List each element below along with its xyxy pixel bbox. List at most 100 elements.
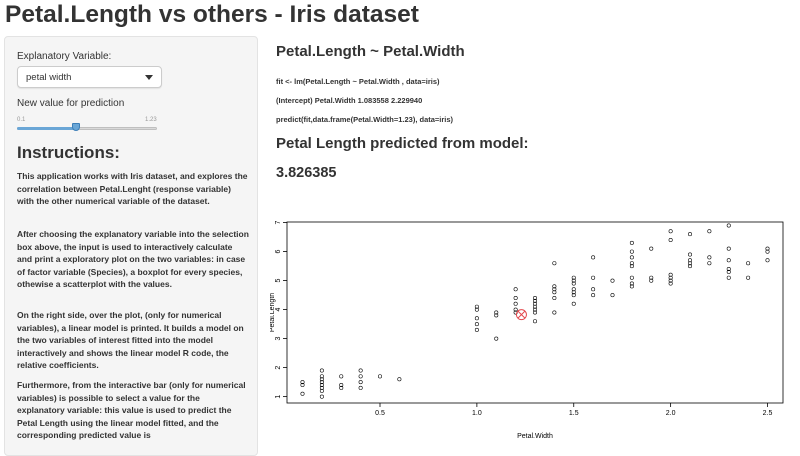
data-point [765,249,770,254]
prediction-slider-fill [17,127,77,130]
data-point [629,281,634,286]
data-point [552,284,557,289]
data-point [494,313,499,318]
instructions-paragraph-4: Furthermore, from the interactive bar (o… [17,380,246,440]
data-point [629,275,634,280]
data-point [571,287,576,292]
data-point [571,293,576,298]
instructions-paragraph-1: This application works with Iris dataset… [17,171,248,206]
data-point [571,281,576,286]
data-point [300,383,305,388]
data-point [746,261,751,266]
data-point [319,380,324,385]
data-point [339,383,344,388]
data-point [378,374,383,379]
data-point [532,304,537,309]
data-point [687,258,692,263]
data-point [726,246,731,251]
model-heading: Petal.Length ~ Petal.Width [276,43,465,60]
x-tick-label: 0.5 [375,410,385,417]
data-point [746,275,751,280]
data-point [474,327,479,332]
data-point [668,229,673,234]
data-point [494,310,499,315]
data-point [319,385,324,390]
data-point [629,240,634,245]
data-point [552,310,557,315]
data-point [474,307,479,312]
data-point [397,377,402,382]
data-point [474,304,479,309]
data-point [726,223,731,228]
prediction-heading: Petal Length predicted from model: [276,135,529,152]
data-point [571,275,576,280]
data-point [474,322,479,327]
data-point [591,287,596,292]
data-point [339,374,344,379]
data-point [319,368,324,373]
data-point [726,266,731,271]
data-point [765,258,770,263]
data-point [300,380,305,385]
predict-code-line: predict(fit,data.frame(Petal.Width=1.23)… [276,115,454,124]
data-point [319,374,324,379]
data-point [513,301,518,306]
data-point [649,246,654,251]
data-point [494,336,499,341]
data-point [552,287,557,292]
x-tick-label: 2.5 [763,410,773,417]
data-point [513,287,518,292]
data-point [358,368,363,373]
data-point [687,264,692,269]
data-point [532,295,537,300]
explanatory-variable-select[interactable]: petal width [17,66,162,88]
data-point [532,307,537,312]
data-point [358,374,363,379]
data-point [707,229,712,234]
data-point [610,293,615,298]
data-point [649,278,654,283]
instructions-paragraph-3: On the right side, over the plot, (only … [17,310,244,370]
data-point [532,298,537,303]
data-point [629,249,634,254]
data-point [319,377,324,382]
data-point [668,275,673,280]
data-point [552,290,557,295]
x-tick-label: 1.5 [569,410,579,417]
page-title: Petal.Length vs others - Iris dataset [5,1,419,28]
prediction-slider-handle[interactable] [72,123,81,131]
x-tick-label: 1.0 [472,410,482,417]
data-point [358,385,363,390]
data-point [649,275,654,280]
caret-down-icon [145,75,153,80]
data-point [571,278,576,283]
data-point [668,278,673,283]
predicted-point-cross [517,310,526,319]
data-point [532,301,537,306]
data-point [339,385,344,390]
data-point [668,237,673,242]
plot-frame [286,221,784,404]
predicted-point-circle [515,309,527,321]
scatter-plot: 0.5 1.0 1.5 2.0 2.5 1 2 3 4 5 6 7 Petal.Width Petal.L… [270,221,784,440]
prediction-value: 3.826385 [276,165,337,181]
select-value: petal width [26,72,72,83]
data-point [513,295,518,300]
data-point [319,394,324,399]
data-point [513,307,518,312]
data-point [591,255,596,260]
data-point [629,255,634,260]
data-point [668,272,673,277]
y-tick-label: 6 [275,250,282,254]
data-point [726,275,731,280]
slider-max-label: 1.23 [145,117,157,123]
data-point [319,388,324,393]
data-point [687,232,692,237]
y-axis-label: Petal.Length [270,293,276,332]
x-tick-label: 2.0 [666,410,676,417]
data-point [610,278,615,283]
data-point [629,284,634,289]
y-tick-label: 2 [275,366,282,370]
data-point [319,383,324,388]
data-point [532,319,537,324]
